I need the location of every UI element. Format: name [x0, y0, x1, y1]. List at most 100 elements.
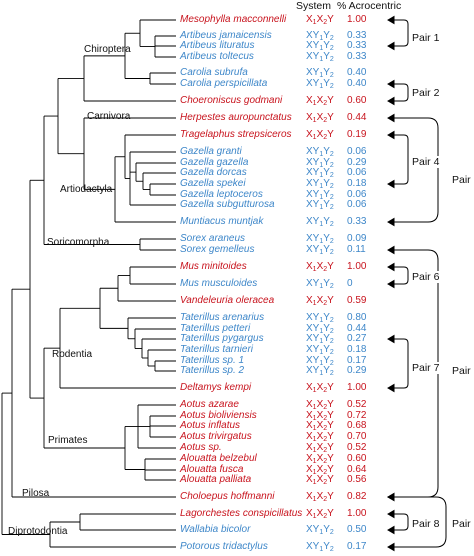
species-name: Gazella gazella: [180, 157, 249, 168]
sex-chromosome-system: XY1Y2: [306, 244, 334, 256]
acrocentric-value: 0.33: [347, 40, 367, 51]
species-name: Aotus bioliviensis: [180, 410, 257, 421]
species-row: Carolia subrufa XY1Y2 0.40: [0, 67, 474, 79]
species-name: Artibeus lituratus: [180, 40, 255, 51]
species-name: Artibeus jamaicensis: [180, 30, 272, 41]
arrow-head: [387, 525, 395, 535]
acrocentric-value: 0.06: [347, 189, 367, 200]
acrocentric-value: 0.82: [347, 491, 367, 502]
acrocentric-value: 1.00: [347, 14, 367, 25]
pair-label-7: Pair 7: [411, 362, 441, 374]
pair-label-2: Pair 2: [411, 87, 441, 99]
species-row: Tragelaphus strepsiceros X1X2Y 0.19: [0, 129, 474, 141]
species-name: Sorex araneus: [180, 233, 246, 244]
arrow-head: [387, 492, 395, 502]
species-name: Potorous tridactylus: [180, 541, 268, 552]
sex-chromosome-system: X1X2Y: [306, 295, 334, 307]
acrocentric-value: 0.44: [347, 323, 367, 334]
acrocentric-value: 0.59: [347, 295, 367, 306]
clade-label-carnivora: Carnivora: [87, 111, 131, 122]
species-name: Taterillus sp. 1: [180, 355, 245, 366]
sex-chromosome-system: XY1Y2: [306, 146, 334, 158]
sex-chromosome-system: XY1Y2: [306, 333, 334, 345]
species-name: Taterillus pygargus: [180, 333, 264, 344]
acrocentric-value: 0.17: [347, 355, 367, 366]
sex-chromosome-system: XY1Y2: [306, 344, 334, 356]
species-row: Wallabia bicolor XY1Y2 0.50: [0, 524, 474, 536]
species-name: Gazella leptoceros: [180, 189, 263, 200]
species-name: Aotus trivirgatus: [180, 431, 252, 442]
clade-label-artiodactyla: Artiodactyla: [60, 184, 113, 195]
acrocentric-value: 1.00: [347, 508, 367, 519]
acrocentric-value: 0.40: [347, 67, 367, 78]
species-row: Choeroniscus godmani X1X2Y 0.60: [0, 95, 474, 107]
arrow-head: [387, 334, 395, 344]
sex-chromosome-system: XY1Y2: [306, 233, 334, 245]
acrocentric-value: 0.06: [347, 199, 367, 210]
species-name: Wallabia bicolor: [180, 524, 251, 535]
acrocentric-value: 0.50: [347, 524, 367, 535]
sex-chromosome-system: X1X2Y: [306, 453, 334, 465]
species-name: Aotus azarae: [180, 399, 239, 410]
sex-chromosome-system: XY1Y2: [306, 40, 334, 52]
sex-chromosome-system: X1X2Y: [306, 431, 334, 443]
species-row: Aotus sp. X1X2Y 0.52: [0, 442, 474, 454]
sex-chromosome-system: XY1Y2: [306, 178, 334, 190]
species-name: Choloepus hoffmanni: [180, 491, 275, 502]
acrocentric-value: 0: [347, 278, 353, 289]
species-row: Artibeus toltecus XY1Y2 0.33: [0, 51, 474, 63]
species-name: Aotus sp.: [180, 442, 222, 453]
arrow-head: [387, 383, 395, 393]
acrocentric-value: 0.18: [347, 178, 367, 189]
sex-chromosome-system: X1X2Y: [306, 442, 334, 454]
pair-label-5: Pair 5: [451, 365, 474, 377]
acrocentric-value: 0.70: [347, 431, 367, 442]
acrocentric-value: 0.33: [347, 216, 367, 227]
species-row: Lagorchestes conspicillatus X1X2Y 1.00: [0, 508, 474, 520]
pair-label-1: Pair 1: [411, 32, 441, 44]
arrow-head: [387, 509, 395, 519]
arrow-head: [387, 130, 395, 140]
sex-chromosome-system: XY1Y2: [306, 541, 334, 553]
species-name: Gazella dorcas: [180, 167, 247, 178]
species-row: Alouatta fusca X1X2Y 0.64: [0, 464, 474, 476]
sex-chromosome-system: X1X2Y: [306, 464, 334, 476]
sex-chromosome-system: X1X2Y: [306, 95, 334, 107]
species-row: Artibeus lituratus XY1Y2 0.33: [0, 40, 474, 52]
arrow-head: [387, 279, 395, 289]
sex-chromosome-system: XY1Y2: [306, 216, 334, 228]
clade-label-chiroptera: Chiroptera: [84, 44, 131, 55]
species-row: Deltamys kempi X1X2Y 1.00: [0, 382, 474, 394]
species-name: Taterillus arenarius: [180, 312, 265, 323]
species-row: Choloepus hoffmanni X1X2Y 0.82: [0, 491, 474, 503]
species-name: Alouatta fusca: [180, 464, 244, 475]
species-name: Gazella subgutturosa: [180, 199, 275, 210]
sex-chromosome-system: XY1Y2: [306, 157, 334, 169]
species-row: Mus minitoides X1X2Y 1.00: [0, 261, 474, 273]
species-name: Gazella granti: [180, 146, 242, 157]
arrow-head: [387, 542, 395, 552]
species-name: Mus minitoides: [180, 261, 247, 272]
species-row: Taterillus sp. 2 XY1Y2 0.29: [0, 365, 474, 377]
clade-label-rodentia: Rodentia: [52, 349, 93, 360]
arrow-head: [387, 245, 395, 255]
arrow-head: [387, 79, 395, 89]
acrocentric-value: 0.11: [347, 244, 366, 255]
species-row: Taterillus petteri XY1Y2 0.44: [0, 323, 474, 335]
species-row: Taterillus sp. 1 XY1Y2 0.17: [0, 355, 474, 367]
species-name: Artibeus toltecus: [180, 51, 254, 62]
acrocentric-value: 0.64: [347, 464, 367, 475]
acrocentric-value: 1.00: [347, 382, 367, 393]
arrow-head: [387, 262, 395, 272]
acrocentric-value: 0.19: [347, 129, 367, 140]
species-row: Mus musculoides XY1Y2 0: [0, 278, 474, 290]
sex-chromosome-system: XY1Y2: [306, 67, 334, 79]
arrow-head: [387, 41, 395, 51]
species-name: Carolia perspicillata: [180, 78, 268, 89]
species-row: Vandeleuria oleracea X1X2Y 0.59: [0, 295, 474, 307]
clade-label-soricomorpha: Soricomorpha: [47, 237, 110, 248]
species-name: Mesophylla macconnelli: [180, 14, 287, 25]
sex-chromosome-system: XY1Y2: [306, 323, 334, 335]
species-row: Gazella spekei XY1Y2 0.18: [0, 178, 474, 190]
